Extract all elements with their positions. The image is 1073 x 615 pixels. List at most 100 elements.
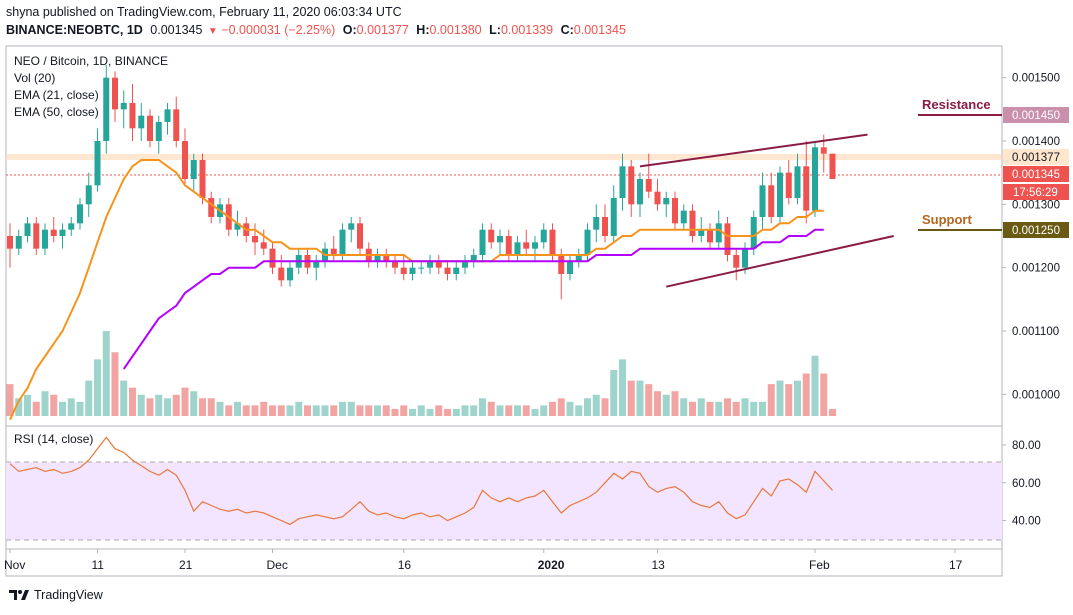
candle-body [208, 198, 215, 217]
candle-body [112, 77, 118, 110]
volume-bar [671, 391, 679, 416]
symbol-label: BINANCE:NEOBTC, 1D [6, 23, 143, 37]
candle-body [733, 255, 740, 268]
volume-bar [794, 380, 801, 416]
volume-bar [802, 373, 810, 416]
candle-body [820, 147, 827, 154]
candle-body [234, 223, 241, 230]
volume-bar [479, 398, 486, 416]
volume-bar [304, 405, 311, 416]
time-tick-label: 2020 [538, 558, 565, 572]
low-label: L: [489, 23, 501, 37]
candle-body [794, 166, 801, 198]
tradingview-footer[interactable]: TradingView [8, 588, 103, 602]
candle-body [680, 210, 687, 224]
current-price-tag [1003, 166, 1069, 182]
candle-body [15, 236, 22, 249]
volume-bar [776, 380, 784, 416]
resistance-price-tag [1003, 107, 1069, 123]
candle-body [444, 267, 451, 274]
candle-body [514, 242, 521, 255]
time-tick-label: 11 [92, 558, 105, 572]
volume-bar [32, 401, 40, 416]
candle-body [654, 191, 661, 205]
candle-body [689, 210, 696, 236]
volume-bar [41, 391, 49, 416]
candle-body [392, 261, 398, 268]
volume-bar [356, 405, 364, 416]
volume-bar [531, 408, 539, 416]
candle-body [637, 179, 643, 205]
candle-body [120, 103, 127, 110]
ema21-line [9, 159, 824, 421]
time-tick-label: Dec [267, 558, 288, 572]
candle-body [330, 248, 337, 255]
volume-bar [619, 359, 626, 416]
high-label: H: [416, 23, 430, 37]
candle-body [742, 248, 748, 268]
candle-body [488, 229, 495, 243]
volume-bar [24, 394, 31, 416]
price-tick-label: 0.001200 [1012, 263, 1060, 275]
candle-body [59, 229, 66, 236]
volume-bar [409, 408, 416, 416]
candle-body [759, 185, 766, 217]
volume-bar [732, 401, 740, 416]
volume-bar [6, 384, 14, 416]
candle-body [348, 223, 355, 230]
ema50-line [122, 228, 824, 370]
volume-bar [697, 398, 705, 416]
candle-body [269, 248, 276, 268]
candle-body [532, 242, 538, 249]
candle-body [374, 255, 381, 262]
volume-bar [146, 398, 154, 416]
volume-bar [242, 405, 250, 416]
volume-bar [15, 398, 23, 416]
support-price: 0.001250 [1012, 225, 1060, 237]
volume-bar [295, 401, 303, 416]
time-tick-label: Nov [4, 558, 25, 572]
volume-bar [452, 408, 460, 416]
price-tick-label: 0.001400 [1012, 136, 1060, 148]
candle-body [68, 223, 75, 230]
volume-bar [76, 401, 84, 416]
volume-bar [137, 394, 145, 416]
volume-bar [207, 398, 215, 416]
volume-bar [750, 401, 758, 416]
volume-bar [155, 394, 163, 416]
time-axis: Nov 11 21 Dec 16 2020 13 Feb 17 [4, 549, 963, 572]
countdown: 17:56:29 [1013, 187, 1058, 199]
candle-body [190, 160, 197, 179]
candle-body [470, 255, 477, 262]
volume-bar [321, 405, 329, 416]
volume-bar [715, 401, 723, 416]
candle-body [383, 255, 390, 262]
current-hi-price: 0.001377 [1012, 152, 1060, 164]
volume-bar [724, 398, 731, 416]
candle-body [339, 229, 346, 255]
candle-body [698, 229, 705, 236]
legend-ema21: EMA (21, close) [14, 88, 99, 102]
candle-body [418, 267, 425, 269]
volume-bar [277, 405, 285, 416]
candle-body [7, 236, 13, 249]
volume-bar [811, 355, 819, 416]
candle-body [540, 229, 547, 243]
volume-bar [636, 380, 644, 416]
candle-body [427, 261, 433, 268]
rsi-tick-label: 40.00 [1012, 516, 1041, 528]
open-value: 0.001377 [356, 23, 409, 37]
candle-body [357, 223, 363, 249]
volume-bar [767, 384, 775, 416]
candle-body [85, 185, 92, 205]
candle-body [567, 261, 573, 274]
channel-lower-line [666, 235, 894, 288]
price-axis: 0.001500 0.001400 0.001300 0.001200 0.001100… [1002, 73, 1060, 401]
chart-header: shyna published on TradingView.com, Febr… [0, 0, 1073, 44]
volume-bar [592, 394, 600, 416]
volume-bar [111, 352, 119, 416]
tradingview-logo-icon [9, 590, 29, 600]
candle-body [260, 242, 267, 249]
legend-ema50: EMA (50, close) [14, 105, 99, 119]
